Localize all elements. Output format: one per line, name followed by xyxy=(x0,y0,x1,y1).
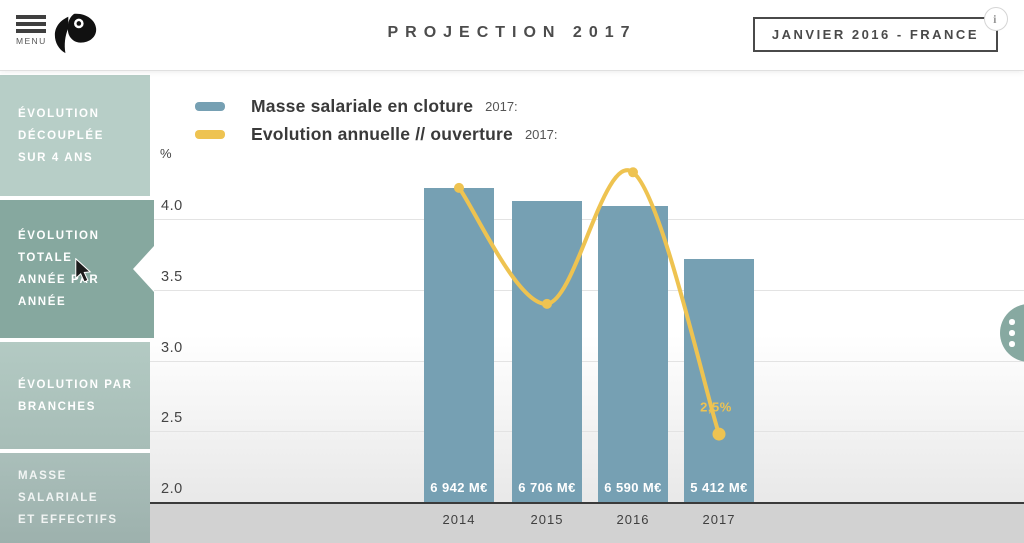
gridline xyxy=(150,431,1024,433)
x-tick-label: 2015 xyxy=(530,512,564,527)
active-item-arrow xyxy=(133,246,154,292)
date-range-label: JANVIER 2016 - FRANCE xyxy=(771,27,979,42)
x-axis-line xyxy=(150,502,1024,504)
x-axis-strip: 2014 2015 2016 2017 xyxy=(150,504,1024,543)
date-range-badge: JANVIER 2016 - FRANCE i xyxy=(752,7,1008,52)
gridline xyxy=(150,360,1024,362)
sidebar-item-evolution-totale[interactable]: ÉVOLUTION TOTALE ANNÉE PAR ANNÉE xyxy=(0,200,154,338)
y-tick-label: 3.0 xyxy=(161,339,183,356)
info-button[interactable]: i xyxy=(984,7,1008,31)
bar-2015[interactable]: 6 706 M€ xyxy=(512,200,582,502)
legend-item-evolution-annuelle[interactable]: Evolution annuelle // ouverture 2017: xyxy=(195,124,557,145)
toucan-logo-icon[interactable] xyxy=(52,12,98,61)
sidebar-item-label: ÉVOLUTION TOTALE ANNÉE PAR ANNÉE xyxy=(18,230,100,308)
x-tick-label: 2016 xyxy=(616,512,650,527)
hamburger-icon xyxy=(16,15,50,33)
line-point-marker xyxy=(628,167,638,178)
legend-label: Evolution annuelle // ouverture xyxy=(251,124,513,144)
y-tick-label: 2.0 xyxy=(161,481,183,497)
legend: Masse salariale en cloture 2017: Evoluti… xyxy=(195,96,557,152)
x-tick-label: 2017 xyxy=(702,512,736,527)
page-title: PROJECTION 2017 xyxy=(387,24,637,41)
legend-year-suffix: 2017: xyxy=(524,127,558,142)
y-axis-unit-label: % xyxy=(160,146,172,161)
legend-year-suffix: 2017: xyxy=(485,99,518,114)
sidebar-item-label: MASSE SALARIALE ET EFFECTIFS xyxy=(18,470,118,526)
menu-label: MENU xyxy=(16,36,47,46)
hamburger-menu-button[interactable]: MENU xyxy=(16,15,50,46)
x-tick-label: 2014 xyxy=(442,512,476,527)
legend-item-masse-salariale[interactable]: Masse salariale en cloture 2017: xyxy=(195,96,557,117)
header: MENU PROJECTION 2017 JANVIER 2016 - FRAN… xyxy=(0,0,1024,71)
gridline xyxy=(150,219,1024,220)
y-tick-label: 4.0 xyxy=(161,198,183,214)
bar-value-label: 6 706 M€ xyxy=(518,479,576,495)
plot-area: Masse salariale en cloture 2017: Evoluti… xyxy=(150,70,1024,543)
sidebar-item-label: ÉVOLUTION PAR BRANCHES xyxy=(18,378,133,413)
sidebar-item-evolution-branches[interactable]: ÉVOLUTION PAR BRANCHES xyxy=(0,342,150,449)
legend-swatch-bar xyxy=(195,102,225,111)
bar-2017[interactable]: 5 412 M€ xyxy=(684,258,754,502)
legend-swatch-line xyxy=(195,130,225,139)
info-icon: i xyxy=(993,11,999,26)
bar-2016[interactable]: 6 590 M€ xyxy=(598,206,668,502)
y-tick-label: 3.5 xyxy=(161,268,183,285)
line-point-label: 2,5% xyxy=(700,399,732,415)
bar-2014[interactable]: 6 942 M€ xyxy=(424,187,494,502)
sidebar-item-label: ÉVOLUTION DÉCOUPLÉE SUR 4 ANS xyxy=(18,107,104,164)
bar-value-label: 5 412 M€ xyxy=(690,479,748,495)
y-tick-label: 2.5 xyxy=(161,410,183,427)
bar-value-label: 6 942 M€ xyxy=(430,479,488,495)
sidebar-item-evolution-decouplee[interactable]: ÉVOLUTION DÉCOUPLÉE SUR 4 ANS xyxy=(0,75,150,196)
sidebar-item-masse-salariale[interactable]: MASSE SALARIALE ET EFFECTIFS xyxy=(0,453,150,543)
gridline xyxy=(150,289,1024,291)
legend-label: Masse salariale en cloture xyxy=(251,96,474,116)
bar-value-label: 6 590 M€ xyxy=(604,479,662,495)
